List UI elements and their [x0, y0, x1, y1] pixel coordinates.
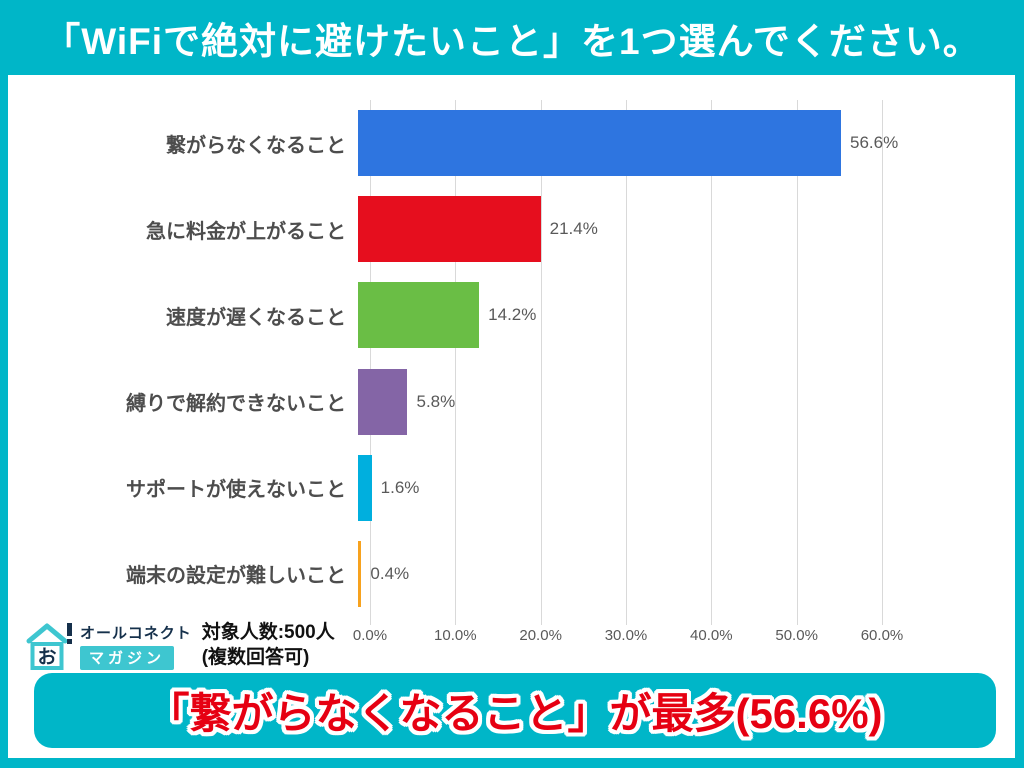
x-tick-label: 40.0%: [690, 627, 733, 644]
bar: [358, 454, 372, 521]
bar: [358, 368, 408, 435]
house-logo-icon: お: [26, 623, 72, 670]
bar-rows: 繋がらなくなること 56.6% 急に料金が上がること 21.4% 速度が遅くなること 14…: [8, 100, 1015, 617]
category-label: サポートが使えないこと: [126, 479, 346, 502]
bar: [358, 110, 841, 177]
brand-logo: お オールコネクト マガジン: [26, 620, 192, 672]
x-tick-label: 50.0%: [775, 627, 818, 644]
bar-row: 端末の設定が難しいこと 0.4%: [8, 531, 1015, 617]
gridline: [796, 100, 798, 625]
header-banner: 「WiFiで絶対に避けたいこと」を1つ選んでください。: [0, 0, 1024, 75]
value-label: 56.6%: [849, 133, 899, 153]
x-axis: 0.0% 10.0% 20.0% 30.0% 40.0% 50.0% 60.0%: [8, 627, 1015, 649]
bar-row: 縛りで解約できないこと 5.8%: [8, 358, 1015, 444]
gridline: [711, 100, 713, 625]
sample-size-line2: (複数回答可): [201, 647, 310, 668]
brand-text: オールコネクト マガジン: [80, 620, 192, 670]
value-label: 5.8%: [416, 391, 456, 411]
value-label: 21.4%: [549, 219, 598, 239]
bar-row: 繋がらなくなること 56.6%: [8, 100, 1015, 186]
conclusion-banner: 「繋がらなくなること」が最多(56.6%): [34, 673, 996, 748]
value-label: 0.4%: [370, 563, 410, 583]
gridline: [626, 100, 627, 625]
x-tick-label: 0.0%: [352, 627, 388, 644]
category-label: 速度が遅くなること: [166, 306, 346, 329]
bar-row: 速度が遅くなること 14.2%: [8, 272, 1015, 358]
brand-name: オールコネクト: [80, 625, 192, 642]
bar-row: 急に料金が上がること 21.4%: [8, 186, 1015, 272]
brand-badge: マガジン: [80, 646, 175, 670]
x-tick-label: 30.0%: [604, 627, 648, 644]
x-tick-label: 10.0%: [434, 627, 477, 644]
conclusion-text: 「繋がらなくなること」が最多(56.6%): [147, 690, 883, 737]
category-label: 端末の設定が難しいこと: [126, 565, 346, 588]
chart-panel: 繋がらなくなること 56.6% 急に料金が上がること 21.4% 速度が遅くなること 14…: [8, 75, 1015, 758]
plot-area: [370, 100, 883, 625]
sample-size-line1: 対象人数:500人: [201, 622, 335, 643]
gridline: [455, 100, 457, 625]
bar: [358, 540, 362, 607]
gridline: [370, 100, 371, 625]
category-label: 急に料金が上がること: [146, 220, 346, 243]
value-label: 14.2%: [488, 305, 537, 325]
gridline: [882, 100, 883, 625]
category-label: 縛りで解約できないこと: [126, 393, 346, 416]
page-title: 「WiFiで絶対に避けたいこと」を1つ選んでください。: [43, 20, 981, 62]
category-label: 繋がらなくなること: [166, 134, 346, 157]
sample-size-note: 対象人数:500人 (複数回答可): [202, 620, 335, 672]
bar-row: サポートが使えないこと 1.6%: [8, 445, 1015, 531]
source-area: お オールコネクト マガジン 対象人数:500人 (複数回答可): [26, 620, 335, 672]
bar: [358, 282, 480, 349]
x-tick-label: 60.0%: [860, 627, 904, 644]
logo-kana: お: [37, 646, 56, 668]
gridline: [540, 100, 542, 625]
bar: [358, 196, 541, 263]
value-label: 1.6%: [380, 477, 420, 497]
x-tick-label: 20.0%: [519, 627, 562, 644]
